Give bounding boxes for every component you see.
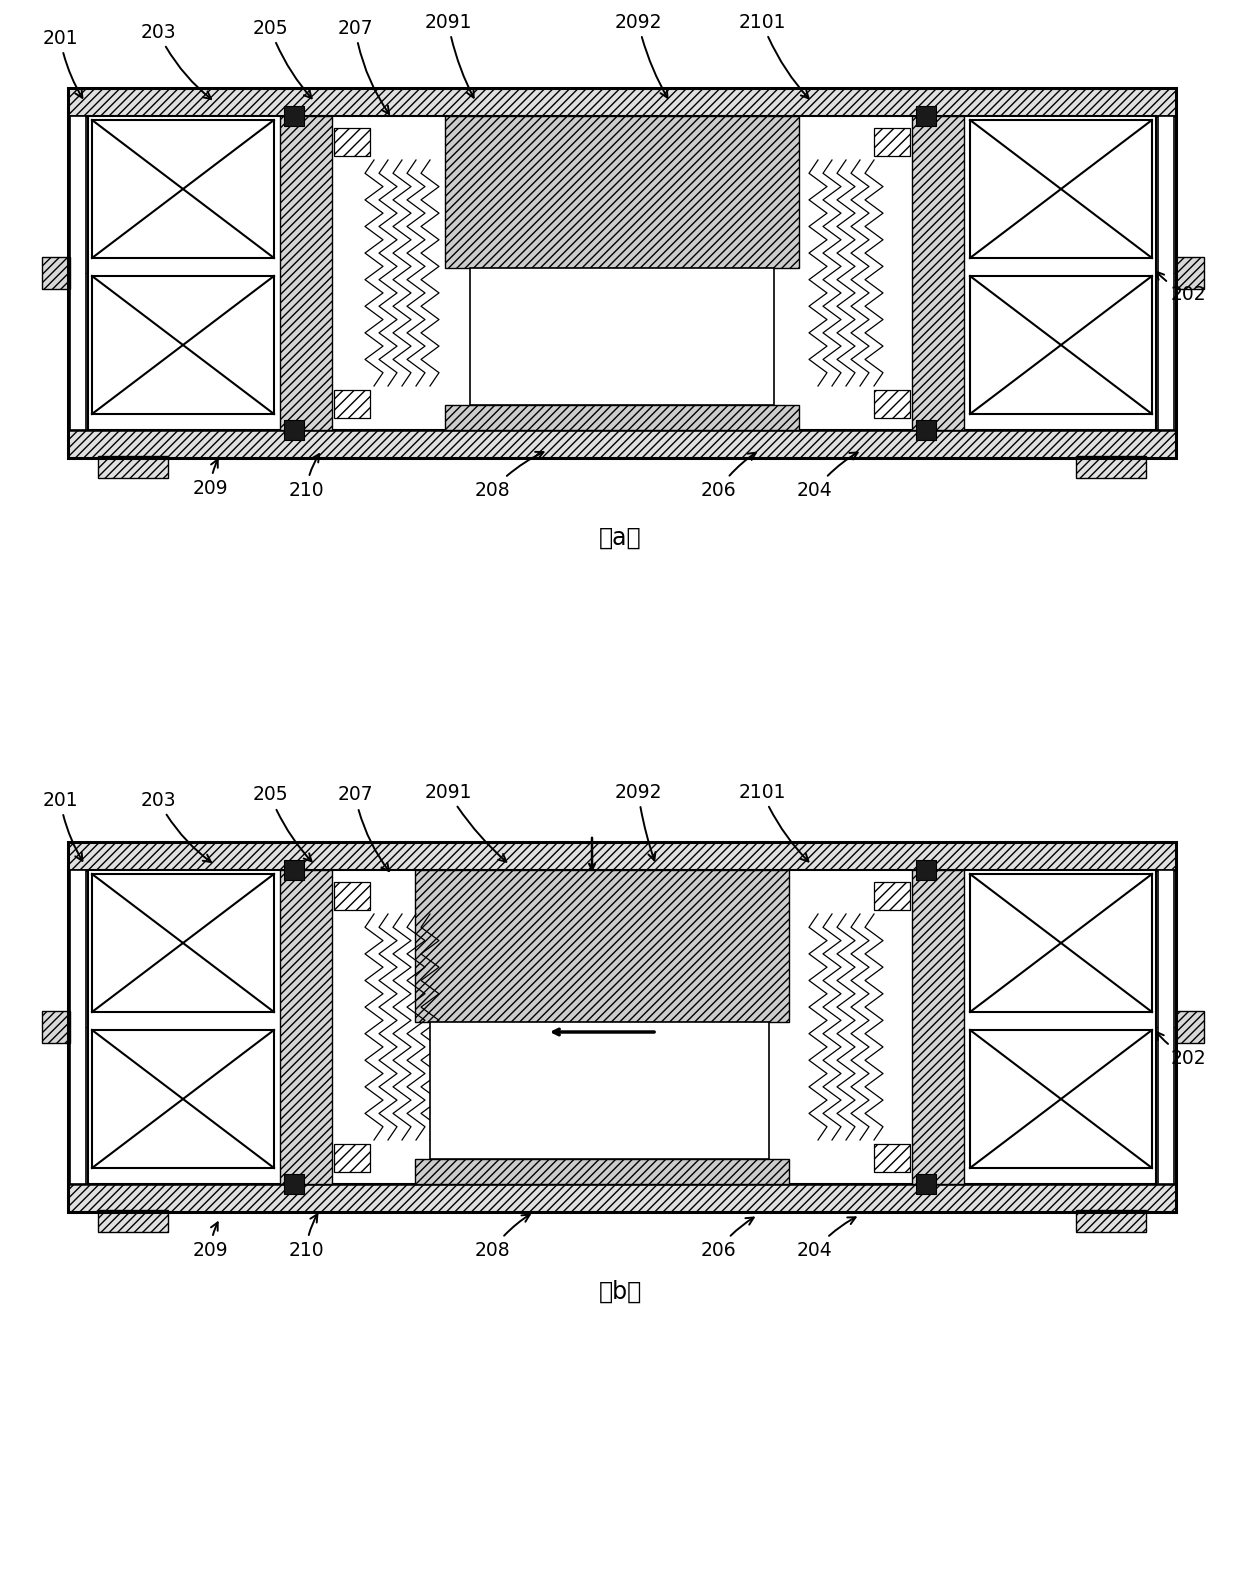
Text: （a）: （a） — [599, 525, 641, 551]
Text: 205: 205 — [252, 19, 311, 99]
Bar — [92, 120, 274, 258]
Bar — [916, 860, 936, 879]
Text: 2092: 2092 — [614, 782, 662, 860]
Text: 206: 206 — [701, 453, 756, 500]
Bar — [98, 1210, 167, 1232]
Bar — [334, 882, 370, 911]
Text: 2101: 2101 — [738, 782, 808, 862]
Bar — [284, 1173, 304, 1194]
Bar — [280, 870, 332, 1184]
Text: 209: 209 — [192, 459, 228, 497]
Text: 202: 202 — [1157, 272, 1205, 305]
Bar — [911, 116, 963, 429]
Bar — [334, 390, 370, 418]
Bar — [284, 420, 304, 440]
Bar — [334, 127, 370, 156]
Bar — [69, 870, 86, 1184]
Bar — [445, 404, 799, 429]
Text: 204: 204 — [797, 1218, 856, 1260]
Bar — [284, 105, 304, 126]
Text: 2092: 2092 — [614, 13, 667, 98]
Bar — [415, 870, 789, 1022]
Text: 2091: 2091 — [424, 782, 506, 862]
Bar — [970, 275, 1152, 414]
Text: 202: 202 — [1156, 1032, 1205, 1068]
Text: 207: 207 — [337, 785, 389, 871]
Bar — [68, 88, 1176, 116]
Bar — [970, 875, 1152, 1011]
Text: 210: 210 — [288, 1214, 324, 1260]
Text: 203: 203 — [140, 791, 211, 862]
Text: 207: 207 — [337, 19, 389, 113]
Text: 203: 203 — [140, 22, 211, 99]
Bar — [874, 882, 910, 911]
Text: 208: 208 — [474, 1214, 529, 1260]
Bar — [284, 860, 304, 879]
Bar — [68, 88, 1176, 458]
Bar — [334, 1144, 370, 1172]
Bar — [1076, 1210, 1146, 1232]
Bar — [1158, 870, 1174, 1184]
Text: 201: 201 — [42, 28, 82, 98]
Bar — [1158, 116, 1174, 429]
Bar — [445, 116, 799, 267]
Bar — [68, 1184, 1176, 1213]
Text: 209: 209 — [192, 1222, 228, 1260]
Bar — [970, 1030, 1152, 1169]
Text: 206: 206 — [701, 1218, 754, 1260]
Bar — [42, 256, 69, 289]
Bar — [1176, 256, 1204, 289]
Bar — [68, 842, 1176, 870]
Bar — [92, 275, 274, 414]
Bar — [68, 429, 1176, 458]
Bar — [916, 420, 936, 440]
Bar — [88, 870, 1156, 1184]
Bar — [874, 127, 910, 156]
Bar — [92, 1030, 274, 1169]
Bar — [430, 1022, 769, 1159]
Bar — [874, 390, 910, 418]
Text: 2101: 2101 — [738, 13, 808, 99]
Bar — [42, 1011, 69, 1043]
Text: 2091: 2091 — [424, 13, 474, 98]
Bar — [92, 875, 274, 1011]
Bar — [470, 267, 774, 404]
Bar — [88, 116, 1156, 429]
Bar — [1176, 1011, 1204, 1043]
Bar — [280, 116, 332, 429]
Text: 210: 210 — [288, 455, 324, 500]
Bar — [970, 120, 1152, 258]
Text: 205: 205 — [252, 785, 311, 862]
Text: 201: 201 — [42, 791, 82, 860]
Bar — [916, 105, 936, 126]
Bar — [916, 1173, 936, 1194]
Bar — [68, 842, 1176, 1213]
Bar — [911, 870, 963, 1184]
Bar — [874, 1144, 910, 1172]
Bar — [69, 116, 86, 429]
Text: （b）: （b） — [599, 1280, 641, 1304]
Text: 204: 204 — [797, 453, 858, 500]
Bar — [415, 1159, 789, 1184]
Bar — [98, 456, 167, 478]
Text: 208: 208 — [474, 451, 543, 500]
Bar — [1076, 456, 1146, 478]
